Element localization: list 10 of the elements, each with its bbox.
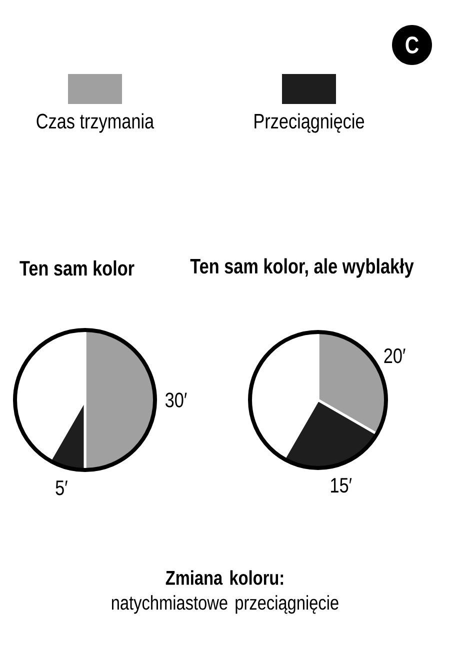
- data-label: 30′: [166, 392, 187, 408]
- data-label: 15′: [331, 478, 352, 493]
- legend-label: Przeciągnięcie: [254, 113, 364, 133]
- text: C: [406, 36, 419, 54]
- data-label: 20′: [384, 348, 406, 364]
- chart-title: Ten sam kolor, ale wyblakły: [190, 258, 414, 278]
- data-label: 5′: [56, 480, 68, 496]
- legend-label: Czas trzymania: [36, 113, 154, 133]
- text: Ten sam kolor: [20, 260, 134, 276]
- text: Zmiana koloru: natychmiastowe przeciągnięcie: [112, 570, 338, 614]
